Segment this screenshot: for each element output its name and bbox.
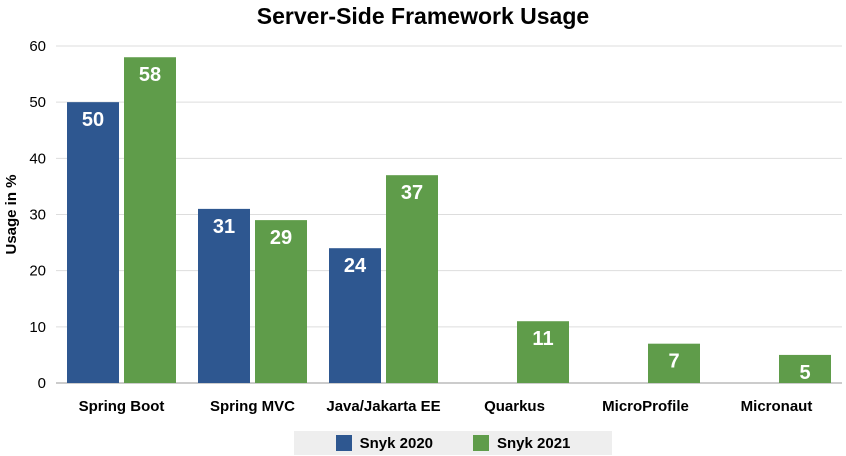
data-label-snyk-2021-spring-boot: 58: [139, 64, 161, 86]
data-label-snyk-2021-quarkus: 11: [532, 328, 553, 350]
legend-label-snyk-2020: Snyk 2020: [359, 434, 433, 452]
bar-snyk-2020-spring-mvc: [198, 208, 250, 383]
bar-snyk-2020-spring-boot: [67, 102, 119, 384]
data-label-snyk-2021-java-jakarta-ee: 37: [401, 182, 423, 204]
bar-chart: 0 10 20 30 40 50 60 Usage in % Spring Boot 50 58 Sp…: [3, 38, 842, 415]
data-label-snyk-2021-microprofile: 7: [668, 351, 679, 373]
y-tick-label-40: 40: [29, 150, 46, 167]
data-label-snyk-2021-spring-mvc: 29: [270, 227, 292, 249]
bar-snyk-2021-micronaut: [779, 354, 831, 383]
y-tick-label-30: 30: [29, 207, 46, 224]
chart-legend: Snyk 2020 Snyk 2021: [294, 431, 612, 455]
legend-label-snyk-2021: Snyk 2021: [497, 434, 571, 452]
bar-snyk-2020-java-jakarta-ee: [329, 248, 381, 383]
x-tick-label-spring-mvc: Spring MVC: [210, 398, 295, 415]
legend-swatch-snyk-2020: [335, 435, 352, 451]
data-label-snyk-2020-java-jakarta-ee: 24: [344, 255, 367, 277]
bar-snyk-2021-microprofile: [648, 343, 700, 383]
y-tick-label-20: 20: [29, 263, 46, 280]
chart-title: Server-Side Framework Usage: [256, 3, 590, 29]
y-tick-label-60: 60: [29, 38, 46, 55]
bar-snyk-2021-spring-boot: [124, 57, 176, 383]
bar-snyk-2021-quarkus: [517, 321, 569, 383]
y-tick-label-50: 50: [29, 94, 46, 111]
data-label-snyk-2020-spring-mvc: 31: [213, 216, 235, 238]
bar-snyk-2021-spring-mvc: [255, 220, 307, 383]
y-tick-label-10: 10: [29, 319, 46, 336]
data-label-snyk-2020-spring-boot: 50: [82, 109, 104, 131]
legend-item-snyk-2020: Snyk 2020: [335, 434, 433, 452]
bar-snyk-2021-java-jakarta-ee: [386, 175, 438, 383]
x-tick-label-java-jakarta-ee: Java/Jakarta EE: [326, 398, 440, 415]
data-label-snyk-2021-micronaut: 5: [799, 362, 810, 384]
y-axis-label: Usage in %: [3, 174, 20, 254]
x-tick-label-quarkus: Quarkus: [484, 398, 545, 415]
x-tick-label-micronaut: Micronaut: [741, 398, 813, 415]
legend-item-snyk-2021: Snyk 2021: [473, 435, 570, 452]
legend-swatch-snyk-2021: [473, 435, 489, 451]
x-tick-label-microprofile: MicroProfile: [602, 398, 689, 415]
x-tick-label-spring-boot: Spring Boot: [79, 398, 165, 415]
y-tick-label-0: 0: [38, 375, 46, 392]
